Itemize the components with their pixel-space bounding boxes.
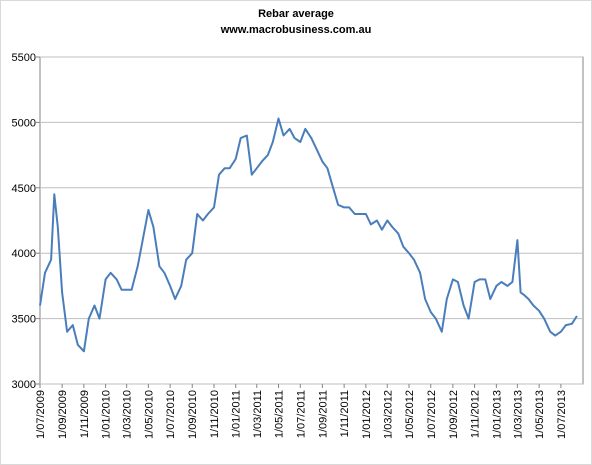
x-tick-label: 1/03/2010 xyxy=(122,390,134,439)
x-tick-label: 1/05/2011 xyxy=(274,390,286,438)
x-tick-label: 1/09/2010 xyxy=(187,390,199,439)
x-tick-label: 1/07/2011 xyxy=(295,390,307,438)
chart-title: Rebar average xyxy=(258,8,334,20)
x-tick-label: 1/05/2013 xyxy=(534,390,546,439)
x-tick-label: 1/03/2012 xyxy=(382,390,394,439)
x-tick-label: 1/11/2009 xyxy=(79,390,91,438)
x-tick-label: 1/07/2009 xyxy=(35,390,47,439)
y-tick-label: 3500 xyxy=(12,314,36,326)
x-tick-label: 1/09/2009 xyxy=(57,390,69,439)
x-tick-label: 1/11/2011 xyxy=(339,390,351,437)
x-tick-label: 1/05/2012 xyxy=(404,390,416,439)
y-tick-label: 3000 xyxy=(12,379,36,391)
y-tick-label: 5000 xyxy=(12,117,36,129)
x-tick-label: 1/11/2012 xyxy=(470,390,482,438)
x-tick-label: 1/07/2013 xyxy=(556,390,568,439)
x-tick-label: 1/03/2013 xyxy=(512,390,524,439)
x-tick-label: 1/07/2012 xyxy=(426,390,438,439)
x-tick-label: 1/01/2012 xyxy=(361,390,373,439)
y-tick-label: 4000 xyxy=(12,248,36,260)
x-tick-label: 1/09/2012 xyxy=(448,390,460,439)
x-tick-label: 1/01/2013 xyxy=(491,390,503,439)
y-tick-label: 4500 xyxy=(12,183,36,195)
chart-subtitle: www.macrobusiness.com.au xyxy=(220,24,372,36)
x-tick-label: 1/03/2011 xyxy=(252,390,264,438)
x-tick-label: 1/09/2011 xyxy=(317,390,329,438)
x-tick-label: 1/01/2010 xyxy=(101,390,113,439)
x-tick-label: 1/05/2010 xyxy=(143,390,155,439)
x-tick-label: 1/01/2011 xyxy=(231,390,243,438)
x-tick-label: 1/11/2010 xyxy=(209,390,221,438)
x-tick-label: 1/07/2010 xyxy=(165,390,177,439)
line-series xyxy=(39,117,578,353)
y-tick-label: 5500 xyxy=(12,52,36,64)
